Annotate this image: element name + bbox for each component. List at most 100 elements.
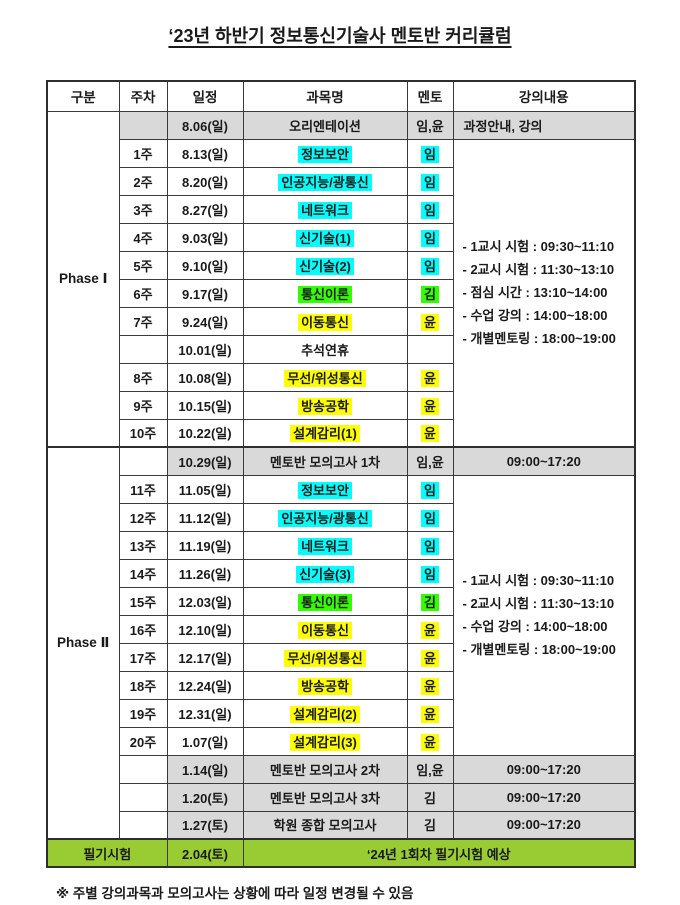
text-highlight: 네트워크 [298,537,352,555]
footnote: ※ 주별 강의과목과 모의고사는 상황에 따라 일정 변경될 수 있음 [56,886,414,901]
week-cell: 9주 [118,390,168,420]
mentor-cell: 임 [406,194,454,224]
text-highlight: 네트워크 [298,201,352,219]
subject-cell: 학원 종합 모의고사 [242,810,408,840]
week-cell: 15주 [118,586,168,616]
mentor-cell: 임 [406,138,454,168]
week-cell: 1주 [118,138,168,168]
mentor-cell: 임,윤 [406,754,454,784]
date-cell: 11.26(일) [166,558,244,588]
time-line: - 2교시 시험 : 11:30~13:10 [462,262,615,278]
time-line: - 2교시 시험 : 11:30~13:10 [462,596,615,611]
mentor-cell: 임 [406,222,454,252]
text-highlight: 윤 [421,733,439,751]
date-cell: 12.24(일) [166,670,244,700]
text-highlight: 방송공학 [298,677,352,695]
subject-cell: 통신이론 [242,586,408,616]
subject-cell: 설계감리(2) [242,698,408,728]
exam-date-cell: 2.04(토) [166,838,244,868]
page-title: ‘23년 하반기 정보통신기술사 멘토반 커리큘럼 [168,26,512,46]
week-cell: 6주 [118,278,168,308]
text-highlight: 윤 [421,621,439,639]
mentor-cell: 윤 [406,670,454,700]
date-cell: 10.22(일) [166,418,244,448]
mentor-cell: 임 [406,530,454,560]
table-row: 10.01(일) 추석연휴 [47,334,635,364]
mentor-cell: 윤 [406,698,454,728]
week-cell [118,754,168,784]
phase-1-cell: Phase Ⅰ [46,110,120,448]
text-highlight: 윤 [421,649,439,667]
mentor-cell: 임,윤 [406,110,454,140]
week-cell: 2주 [118,166,168,196]
table-row: 19주 12.31(일) 설계감리(2) 윤 [47,698,635,728]
table-row: 필기시험 2.04(토) ‘24년 1회차 필기시험 예상 [46,838,636,868]
table-row: Phase Ⅱ 10.29(일) 멘토반 모의고사 1차 임,윤 09:00~17:20 [46,446,636,840]
week-cell: 17주 [118,642,168,672]
subject-cell: 인공지능/광통신 [242,166,408,196]
text-highlight: 인공지능/광통신 [278,509,372,527]
subject-cell: 인공지능/광통신 [242,502,408,532]
schedule-table: 구분 주차 일정 과목명 멘토 강의내용 Phase Ⅰ 8.06(일) 오리엔테이… [46,80,636,868]
time-line: - 수업 강의 : 14:00~18:00 [462,308,608,324]
mentor-cell: 김 [406,782,454,812]
content-cell: - 1교시 시험 : 09:30~11:10 - 2교시 시험 : 11:30~1… [452,138,636,448]
subject-cell: 네트워크 [242,194,408,224]
header-date: 일정 [166,80,244,112]
date-cell: 12.03(일) [166,586,244,616]
week-cell: 7주 [118,306,168,336]
date-cell: 12.31(일) [166,698,244,728]
time-line: - 개별멘토링 : 18:00~19:00 [462,642,616,657]
mentor-cell: 윤 [406,390,454,420]
date-cell: 1.27(토) [166,810,244,840]
text-highlight: 임 [421,229,439,247]
content-cell: 09:00~17:20 [452,754,636,784]
week-cell [118,446,168,476]
subject-cell: 이동통신 [242,306,408,336]
time-line: - 1교시 시험 : 09:30~11:10 [462,573,615,588]
mentor-cell: 임 [406,250,454,280]
text-highlight: 임 [421,509,439,527]
week-cell: 13주 [118,530,168,560]
text-highlight: 통신이론 [298,285,352,303]
date-cell: 1.07(일) [166,726,244,756]
date-cell: 8.27(일) [166,194,244,224]
exam-note-cell: ‘24년 1회차 필기시험 예상 [242,838,636,868]
mentor-cell [406,334,454,364]
mentor-cell: 김 [406,586,454,616]
text-highlight: 임 [421,257,439,275]
subject-cell: 신기술(1) [242,222,408,252]
date-cell: 11.12(일) [166,502,244,532]
week-cell: 12주 [118,502,168,532]
content-cell: - 1교시 시험 : 09:30~11:10 - 2교시 시험 : 11:30~1… [452,474,636,756]
date-cell: 12.10(일) [166,614,244,644]
date-cell: 1.20(토) [166,782,244,812]
mentor-cell: 김 [406,810,454,840]
text-highlight: 김 [421,285,439,303]
text-highlight: 이동통신 [298,313,352,331]
header-subject: 과목명 [242,80,408,112]
subject-cell: 설계감리(1) [242,418,408,448]
text-highlight: 정보보안 [298,481,352,499]
subject-cell: 멘토반 모의고사 1차 [242,446,408,476]
subject-cell: 정보보안 [242,474,408,504]
table-row: 7주 9.24(일) 이동통신 윤 [47,306,635,336]
mentor-cell: 윤 [406,726,454,756]
table-row: 12주 11.12(일) 인공지능/광통신 임 [47,502,635,532]
subject-cell: 방송공학 [242,390,408,420]
date-cell: 8.13(일) [166,138,244,168]
week-cell: 11주 [118,474,168,504]
content-cell: 09:00~17:20 [452,810,636,840]
week-cell [118,810,168,840]
table-row: 2주 8.20(일) 인공지능/광통신 임 [47,166,635,196]
subject-cell: 오리엔테이션 [242,110,408,140]
text-highlight: 임 [421,481,439,499]
date-cell: 10.08(일) [166,362,244,392]
text-highlight: 설계감리(1) [290,425,360,443]
text-highlight: 설계감리(2) [290,705,360,723]
subject-cell: 무선/위성통신 [242,362,408,392]
mentor-cell: 임 [406,166,454,196]
text-highlight: 윤 [421,677,439,695]
date-cell: 9.03(일) [166,222,244,252]
time-line: - 1교시 시험 : 09:30~11:10 [462,239,615,255]
